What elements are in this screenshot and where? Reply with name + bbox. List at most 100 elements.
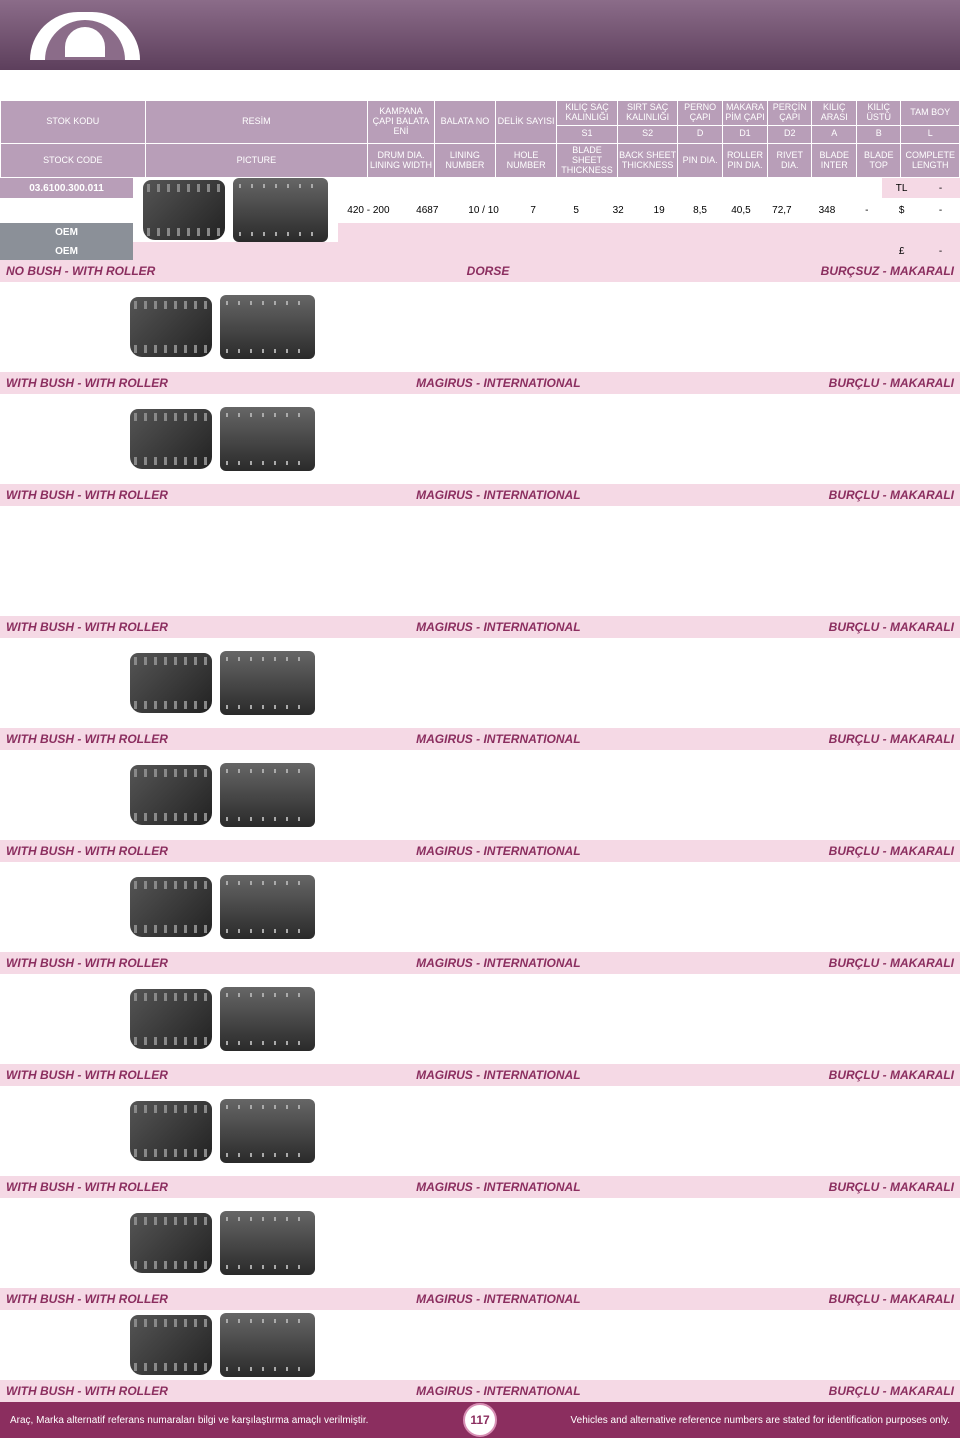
- product-table: 03.6100.300.011 TL - 420 - 200 4687 10 /…: [0, 178, 960, 260]
- brake-shoe-icon: [130, 765, 212, 825]
- price-dash: -: [921, 198, 960, 224]
- val-kampana: 420 - 200: [338, 198, 399, 224]
- section-left: WITH BUSH - WITH ROLLER: [6, 1180, 168, 1194]
- hdr-d: D: [678, 125, 722, 143]
- page-footer: Araç, Marka alternatif referans numarala…: [0, 1402, 960, 1438]
- hdr-tam-boy: TAM BOY: [901, 101, 960, 126]
- section-right: BURÇSUZ - MAKARALI: [821, 264, 954, 278]
- brake-shoe-icon: [233, 178, 328, 242]
- page-number: 117: [463, 1403, 497, 1437]
- section-image-row: [0, 862, 960, 952]
- section-left: WITH BUSH - WITH ROLLER: [6, 376, 168, 390]
- product-code-row: 03.6100.300.011 TL -: [0, 178, 960, 197]
- section-right: BURÇLU - MAKARALI: [829, 732, 954, 746]
- hdr-l: L: [901, 125, 960, 143]
- section-center: MAGIRUS - INTERNATIONAL: [168, 1180, 829, 1194]
- section-right: BURÇLU - MAKARALI: [829, 620, 954, 634]
- section-center: MAGIRUS - INTERNATIONAL: [168, 488, 829, 502]
- val-l: 348: [802, 198, 851, 224]
- section-center: MAGIRUS - INTERNATIONAL: [168, 376, 829, 390]
- val-a: 40,5: [720, 198, 761, 224]
- hdr-roller-pin: ROLLER PIN DIA.: [722, 143, 767, 178]
- top-band: [0, 0, 960, 70]
- section-left: WITH BUSH - WITH ROLLER: [6, 1068, 168, 1082]
- brake-shoe-icon: [130, 1101, 212, 1161]
- brake-shoe-icon: [143, 180, 225, 240]
- brake-shoe-icon: [130, 1315, 212, 1375]
- hdr-stock-code: STOCK CODE: [1, 143, 146, 178]
- footer-left: Araç, Marka alternatif referans numarala…: [10, 1415, 463, 1426]
- section-bar: WITH BUSH - WITH ROLLERMAGIRUS - INTERNA…: [0, 952, 960, 974]
- hdr-lining: LINING NUMBER: [434, 143, 495, 178]
- hdr-makara: MAKARA PİM ÇAPI: [722, 101, 767, 126]
- hdr-s2: S2: [617, 125, 678, 143]
- currency-usd: $: [882, 198, 921, 224]
- section-left: WITH BUSH - WITH ROLLER: [6, 1292, 168, 1306]
- section-image-row: [0, 1086, 960, 1176]
- section-right: BURÇLU - MAKARALI: [829, 1384, 954, 1398]
- brake-shoe-icon: [130, 297, 212, 357]
- brake-shoe-icon: [130, 877, 212, 937]
- val-d1: 19: [639, 198, 680, 224]
- hdr-b: B: [856, 125, 900, 143]
- brake-shoe-icon: [220, 1211, 315, 1275]
- section-left: WITH BUSH - WITH ROLLER: [6, 488, 168, 502]
- section-center: DORSE: [155, 264, 820, 278]
- section-image-row: [0, 974, 960, 1064]
- section-image-row: [0, 750, 960, 840]
- currency-tl: TL: [882, 178, 921, 197]
- brake-shoe-icon: [130, 1213, 212, 1273]
- section-left: WITH BUSH - WITH ROLLER: [6, 844, 168, 858]
- section-bar: WITH BUSH - WITH ROLLERMAGIRUS - INTERNA…: [0, 1064, 960, 1086]
- oem-label: OEM: [0, 223, 133, 242]
- currency-gbp: £: [882, 242, 921, 260]
- product-image-cell: [133, 178, 338, 242]
- header-table: STOK KODU RESİM KAMPANA ÇAPI BALATA ENİ …: [0, 100, 960, 178]
- val-b: 72,7: [761, 198, 802, 224]
- hdr-s1: S1: [557, 125, 618, 143]
- section-left: WITH BUSH - WITH ROLLER: [6, 620, 168, 634]
- hdr-delik: DELİK SAYISI: [496, 101, 557, 144]
- oem-label: OEM: [0, 242, 133, 260]
- section-bar: WITH BUSH - WITH ROLLERMAGIRUS - INTERNA…: [0, 484, 960, 506]
- spacer: [0, 70, 960, 100]
- hdr-d1: D1: [722, 125, 767, 143]
- hdr-rivet: RIVET DIA.: [767, 143, 811, 178]
- hdr-a: A: [812, 125, 856, 143]
- product-code: 03.6100.300.011: [0, 178, 133, 197]
- brake-shoe-icon: [130, 409, 212, 469]
- section-bar: WITH BUSH - WITH ROLLERMAGIRUS - INTERNA…: [0, 1380, 960, 1402]
- section-center: MAGIRUS - INTERNATIONAL: [168, 1384, 829, 1398]
- brake-shoe-icon: [130, 653, 212, 713]
- section-image-row: [0, 394, 960, 484]
- hdr-kilic-sac: KILIÇ SAÇ KALINLIĞI: [557, 101, 618, 126]
- brake-shoe-icon: [220, 651, 315, 715]
- hdr-percin: PERÇİN ÇAPI: [767, 101, 811, 126]
- val-extra: -: [851, 198, 882, 224]
- hdr-pin: PIN DIA.: [678, 143, 722, 178]
- section-bar: NO BUSH - WITH ROLLERDORSEBURÇSUZ - MAKA…: [0, 260, 960, 282]
- hdr-resim: RESİM: [145, 101, 367, 144]
- hdr-kampana: KAMPANA ÇAPI BALATA ENİ: [368, 101, 435, 144]
- price-dash: -: [921, 242, 960, 260]
- hdr-sirt-sac: SIRT SAÇ KALINLIĞI: [617, 101, 678, 126]
- hdr-hole: HOLE NUMBER: [496, 143, 557, 178]
- oem-row-2: OEM £ -: [0, 242, 960, 260]
- section-image-row: [0, 506, 960, 616]
- val-s1: 7: [512, 198, 555, 224]
- logo-icon: [30, 12, 140, 60]
- section-left: WITH BUSH - WITH ROLLER: [6, 956, 168, 970]
- hdr-kilic-ustu: KILIÇ ÜSTÜ: [856, 101, 900, 126]
- section-bar: WITH BUSH - WITH ROLLERMAGIRUS - INTERNA…: [0, 372, 960, 394]
- hdr-back-sheet: BACK SHEET THICKNESS: [617, 143, 678, 178]
- hdr-perno: PERNO ÇAPI: [678, 101, 722, 126]
- section-bar: WITH BUSH - WITH ROLLERMAGIRUS - INTERNA…: [0, 840, 960, 862]
- section-left: WITH BUSH - WITH ROLLER: [6, 1384, 168, 1398]
- val-d: 32: [598, 198, 639, 224]
- brake-shoe-icon: [220, 875, 315, 939]
- section-right: BURÇLU - MAKARALI: [829, 1292, 954, 1306]
- section-center: MAGIRUS - INTERNATIONAL: [168, 732, 829, 746]
- section-image-row: [0, 282, 960, 372]
- section-left: NO BUSH - WITH ROLLER: [6, 264, 155, 278]
- footer-right: Vehicles and alternative reference numbe…: [497, 1415, 950, 1426]
